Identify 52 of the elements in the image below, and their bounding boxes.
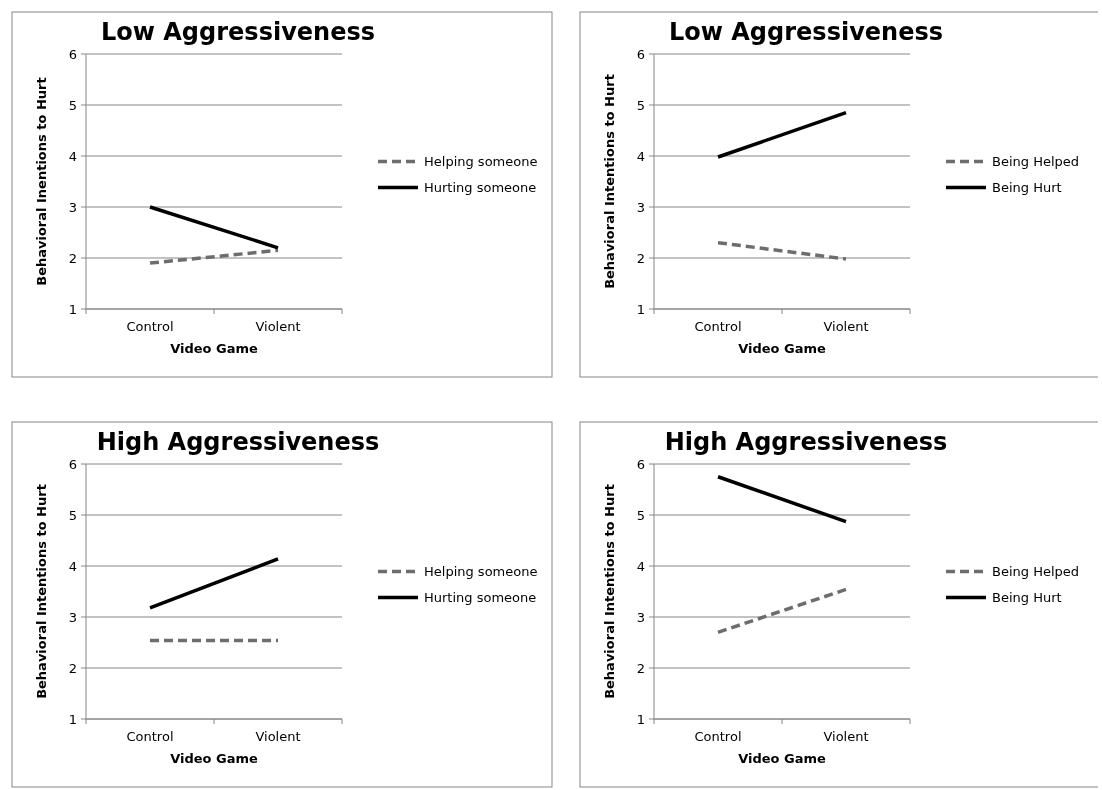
y-tick-label: 3 (636, 609, 645, 625)
y-tick-label: 2 (68, 250, 77, 266)
x-axis-title: Video Game (738, 341, 827, 356)
legend-label: Hurting someone (424, 590, 537, 606)
y-tick-label: 6 (636, 456, 645, 472)
x-tick-label: Control (694, 729, 742, 744)
x-tick-label: Violent (823, 729, 869, 744)
legend-label: Hurting someone (424, 180, 537, 196)
y-tick-label: 2 (68, 660, 77, 676)
y-axis-title: Behavioral Intentions to Hurt (602, 484, 617, 699)
y-tick-label: 3 (68, 609, 77, 625)
y-tick-label: 5 (636, 97, 645, 113)
x-tick-label: Control (126, 729, 174, 744)
chart-title: Low Aggressiveness (668, 18, 944, 46)
x-tick-label: Control (126, 319, 174, 334)
y-tick-label: 1 (636, 301, 645, 317)
x-axis-title: Video Game (170, 751, 259, 766)
y-axis-title: Behavioral Intentions to Hurt (602, 74, 617, 289)
x-tick-label: Violent (255, 729, 301, 744)
y-tick-label: 5 (636, 507, 645, 523)
y-tick-label: 2 (636, 250, 645, 266)
chart-title: High Aggressiveness (96, 428, 380, 456)
x-tick-label: Violent (255, 319, 301, 334)
y-tick-label: 5 (68, 507, 77, 523)
x-tick-label: Violent (823, 319, 869, 334)
y-tick-label: 3 (636, 199, 645, 215)
chart-title: High Aggressiveness (664, 428, 948, 456)
y-tick-label: 5 (68, 97, 77, 113)
legend-label: Being Hurt (992, 590, 1062, 606)
x-axis-title: Video Game (170, 341, 259, 356)
y-tick-label: 4 (68, 148, 77, 164)
y-tick-label: 6 (68, 456, 77, 472)
legend-label: Being Hurt (992, 180, 1062, 196)
x-tick-label: Control (694, 319, 742, 334)
y-tick-label: 2 (636, 660, 645, 676)
y-tick-label: 1 (636, 711, 645, 727)
y-tick-label: 6 (636, 46, 645, 62)
y-tick-label: 1 (68, 711, 77, 727)
legend-label: Being Helped (992, 154, 1080, 170)
y-tick-label: 6 (68, 46, 77, 62)
y-tick-label: 4 (68, 558, 77, 574)
y-axis-title: Behavioral Inentions to Hurt (34, 77, 49, 286)
legend-label: Being Helped (992, 564, 1080, 580)
y-tick-label: 3 (68, 199, 77, 215)
y-tick-label: 4 (636, 558, 645, 574)
y-axis-title: Behavioral Intentions to Hurt (34, 484, 49, 699)
legend-label: Helping someone (424, 564, 538, 580)
y-tick-label: 1 (68, 301, 77, 317)
legend-label: Helping someone (424, 154, 538, 170)
y-tick-label: 4 (636, 148, 645, 164)
x-axis-title: Video Game (738, 751, 827, 766)
chart-title: Low Aggressiveness (100, 18, 376, 46)
